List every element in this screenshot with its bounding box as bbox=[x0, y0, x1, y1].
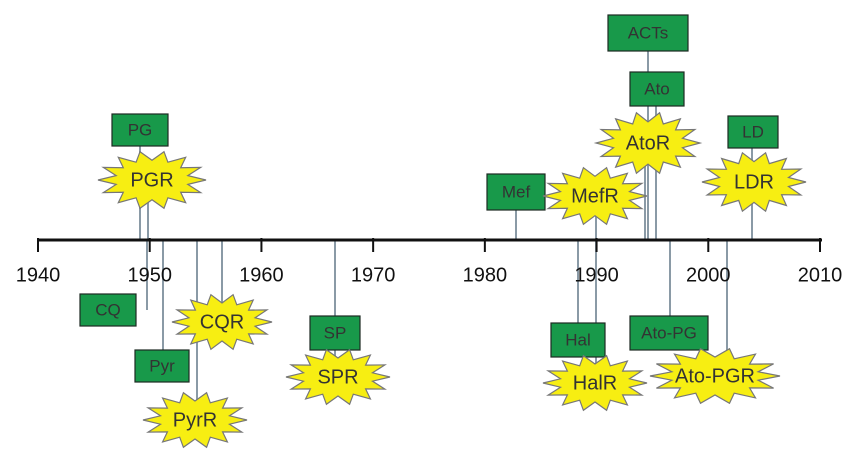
drug-box bbox=[629, 71, 685, 107]
resistance-burst bbox=[171, 293, 273, 351]
resistance-burst bbox=[542, 166, 648, 226]
tick-label: 1970 bbox=[351, 264, 396, 286]
resistance-label: SPR bbox=[317, 366, 358, 388]
resistance-label: PGR bbox=[130, 169, 173, 191]
drug-box bbox=[607, 14, 689, 52]
ticks: 1940 1950 1960 1970 1980 1990 2000 2010 bbox=[16, 238, 843, 286]
resistance-burst bbox=[542, 354, 648, 412]
resistance-label: MefR bbox=[571, 185, 619, 207]
drug-box bbox=[486, 173, 546, 211]
tick-label: 2010 bbox=[798, 264, 843, 286]
resistance-label: PyrR bbox=[173, 409, 217, 431]
drug-label: Pyr bbox=[149, 356, 175, 375]
drug-label: Ato-PG bbox=[641, 323, 697, 342]
drug-label: Hal bbox=[565, 330, 591, 349]
drug-label: Mef bbox=[502, 182, 531, 201]
drug-label: SP bbox=[324, 323, 347, 342]
tick-label: 1990 bbox=[574, 264, 619, 286]
drug-label: LD bbox=[742, 122, 764, 141]
drug-box bbox=[550, 322, 606, 358]
resistance-burst bbox=[97, 150, 207, 210]
resistance-burst bbox=[285, 348, 391, 406]
drug-label: CQ bbox=[95, 300, 121, 319]
tick-label: 1980 bbox=[463, 264, 508, 286]
tick-label: 1940 bbox=[16, 264, 61, 286]
resistance-label: AtoR bbox=[626, 132, 670, 154]
drug-box bbox=[134, 349, 190, 383]
resistance-label: Ato-PGR bbox=[675, 365, 755, 387]
resistance-burst bbox=[701, 151, 807, 213]
tick-label: 1960 bbox=[239, 264, 284, 286]
resistance-label: HalR bbox=[573, 372, 617, 394]
drug-box bbox=[629, 315, 709, 351]
drug-label: PG bbox=[128, 120, 153, 139]
tick-label: 1950 bbox=[127, 264, 172, 286]
resistance-burst bbox=[649, 347, 781, 405]
resistance-burst bbox=[142, 391, 248, 449]
drug-box bbox=[79, 293, 137, 327]
resistance-label: LDR bbox=[734, 171, 774, 193]
nodes: PG PGR CQ Pyr PyrR CQR SP SPR Mef MefR Hal HalR ACTs… bbox=[79, 14, 807, 449]
drug-label: Ato bbox=[644, 79, 670, 98]
drug-box bbox=[309, 315, 361, 351]
resistance-burst bbox=[593, 111, 703, 175]
drug-box bbox=[727, 115, 779, 149]
resistance-label: CQR bbox=[200, 311, 244, 333]
drug-box bbox=[111, 113, 169, 147]
drug-label: ACTs bbox=[628, 23, 669, 42]
tick-label: 2000 bbox=[686, 264, 731, 286]
